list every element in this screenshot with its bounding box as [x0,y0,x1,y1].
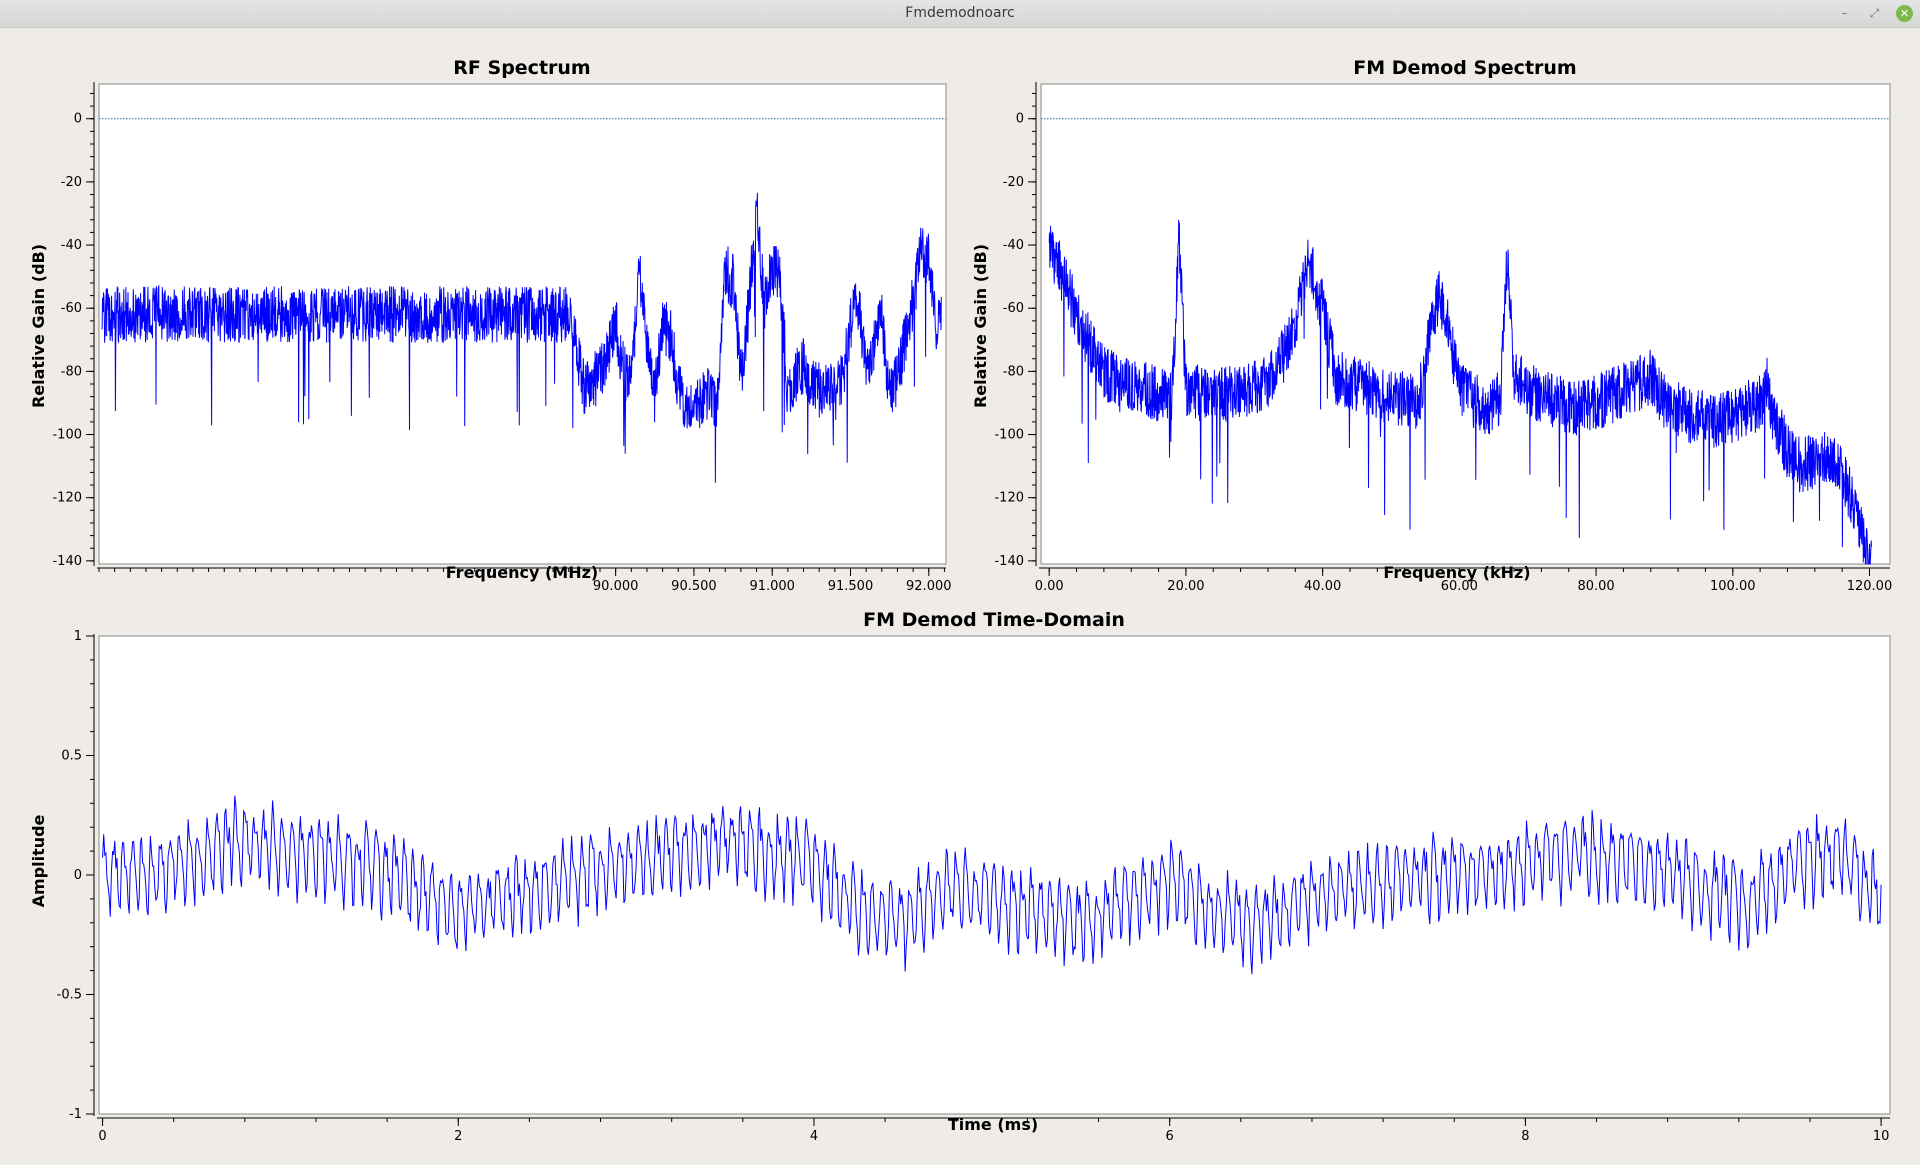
rf-y-tick-label: -60 [61,301,82,316]
time-y-axis-label: Amplitude [29,814,48,907]
rf-spectrum-panel: RF Spectrum 0 -20 -40 -60 -80 -100 -120 -140 90… [29,57,952,594]
rf-y-tick-label: -120 [52,491,82,506]
rf-x-tick-label: 90.000 [593,579,639,594]
rf-x-tick-label: 90.500 [671,579,717,594]
demod-y-axis: 0 -20 -40 -60 -80 -100 -120 -140 [994,82,1037,569]
rf-x-tick-label: 92.000 [906,579,952,594]
time-canvas[interactable] [98,635,1891,1115]
time-x-tick-label: 0 [98,1129,106,1144]
time-title: FM Demod Time-Domain [863,609,1125,631]
demod-x-tick-label: 40.00 [1304,579,1341,594]
demod-spectrum-panel: FM Demod Spectrum 0 -20 -40 -60 -80 -100 -120 -… [971,57,1892,594]
plot-area: RF Spectrum 0-20-40-60-80-100-120-140 90… [29,57,1892,1144]
time-y-tick-label: 0 [74,868,82,883]
rf-y-tick-label: -20 [61,175,82,190]
demod-y-tick-label: -20 [1003,175,1024,190]
rf-y-axis: 0 -20 -40 -60 -80 -100 -120 -140 [52,82,95,569]
demod-y-tick-label: -120 [994,491,1024,506]
time-x-tick-label: 2 [454,1129,462,1144]
demod-title: FM Demod Spectrum [1353,57,1576,79]
demod-y-tick-label: 0 [1016,112,1024,127]
demod-y-axis-label: Relative Gain (dB) [971,244,990,408]
rf-y-tick-label: -140 [52,554,82,569]
demod-x-axis: 0.00 20.00 40.00 60.00 80.00 100.00 120.00 [1035,567,1893,594]
rf-y-axis-label: Relative Gain (dB) [29,244,48,408]
rf-x-tick-label: 91.500 [828,579,874,594]
rf-y-tick-label: 0 [74,112,82,127]
rf-plot-layer [99,118,946,483]
time-y-tick-label: -1 [69,1107,82,1122]
demod-x-tick-label: 80.00 [1577,579,1614,594]
time-y-tick-label: 1 [74,629,82,644]
time-y-tick-label: -0.5 [57,988,82,1003]
time-x-tick-label: 10 [1873,1129,1890,1144]
time-y-tick-label: 0.5 [61,749,82,764]
maximize-icon[interactable]: ⤢ [1869,6,1880,20]
demod-plot-layer [1041,118,1890,565]
time-plot-layer [102,795,1882,975]
rf-series-line [101,192,942,483]
demod-y-tick-label: -60 [1003,301,1024,316]
time-y-axis: 1 0.5 0 -0.5 -1 [57,629,95,1122]
demod-x-tick-label: 0.00 [1035,579,1064,594]
close-icon[interactable]: ✕ [1896,5,1913,22]
time-x-tick-label: 4 [810,1129,818,1144]
demod-y-tick-label: -140 [994,554,1024,569]
demod-x-axis-label: Frequency (kHz) [1383,563,1530,582]
rf-y-tick-label: -100 [52,428,82,443]
demod-x-tick-label: 20.00 [1167,579,1204,594]
window-titlebar: Fmdemodnoarc – ⤢ ✕ [0,0,1920,28]
rf-title: RF Spectrum [453,57,590,79]
demod-x-tick-label: 100.00 [1710,579,1756,594]
rf-y-tick-label: -40 [61,238,82,253]
demod-series-line [1048,219,1872,565]
demod-y-tick-label: -40 [1003,238,1024,253]
demod-x-tick-label: 60.00 [1441,579,1478,594]
demod-canvas[interactable] [1040,83,1891,565]
demod-y-tick-label: -80 [1003,364,1024,379]
rf-x-tick-label: 91.000 [749,579,795,594]
rf-x-axis: 90.000 90.500 91.000 91.500 92.000 [97,567,952,594]
window-title: Fmdemodnoarc [905,5,1015,21]
time-domain-panel: FM Demod Time-Domain 1 0.5 0 -0.5 -1 0 2 4 6 8 10… [29,609,1891,1144]
demod-x-tick-label: 120.00 [1847,579,1893,594]
time-x-tick-label: 8 [1521,1129,1529,1144]
time-series-line [102,795,1882,975]
time-x-axis-label: Time (ms) [948,1115,1038,1134]
rf-y-tick-label: -80 [61,364,82,379]
minimize-icon[interactable]: – [1841,6,1848,20]
time-x-tick-label: 6 [1166,1129,1174,1144]
rf-x-axis-label: Frequency (MHz) [446,563,598,582]
demod-y-tick-label: -100 [994,428,1024,443]
time-x-axis: 0 2 4 6 8 10 [97,1117,1890,1144]
